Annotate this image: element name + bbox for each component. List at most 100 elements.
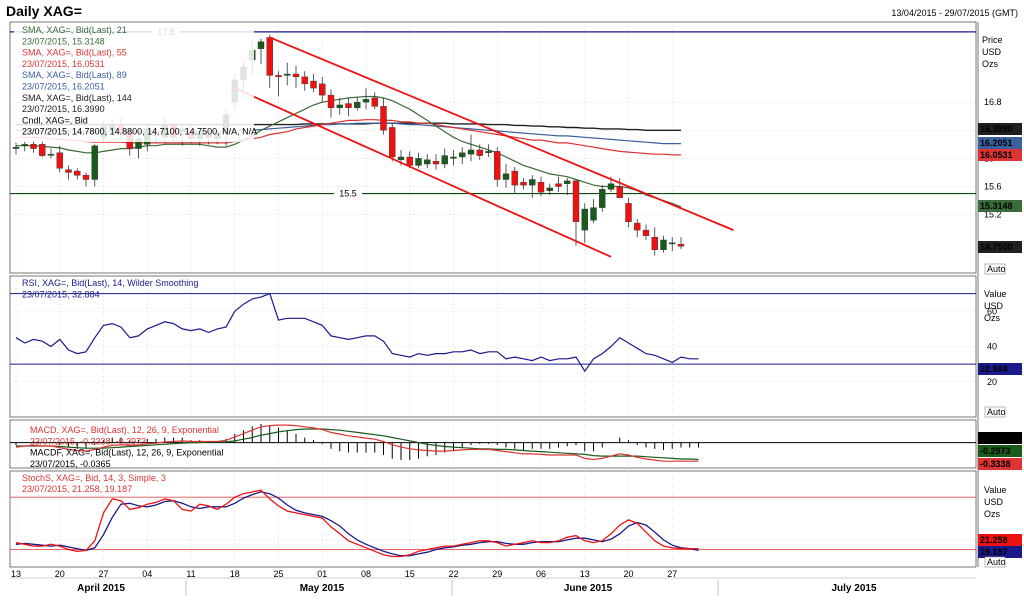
x-tick-label: 29 [492, 569, 502, 579]
candle-body [310, 80, 317, 89]
candle-body [91, 145, 98, 180]
level-label-1: 15.5 [339, 189, 357, 199]
candle-body [520, 182, 527, 186]
price-axis-title: Ozs [982, 59, 999, 69]
stoch-axis-title: Ozs [984, 509, 1001, 519]
rsi-auto-button[interactable] [984, 406, 1006, 418]
x-tick-label: 18 [230, 569, 240, 579]
candle-body [441, 155, 448, 165]
macd-legend-item: MACD, XAG=, Bid(Last), 12, 26, 9, Expone… [30, 425, 219, 435]
x-tick-label: 22 [448, 569, 458, 579]
price-legend-item: 23/07/2015, 15.3148 [22, 36, 105, 46]
price-legend-item: SMA, XAG=, Bid(Last), 55 [22, 48, 127, 58]
candle-body [450, 156, 457, 159]
macd-legend-item: MACDF, XAG=, Bid(Last), 12, 26, 9, Expon… [30, 448, 223, 458]
price-value-tag [978, 149, 1022, 161]
x-tick-label: 06 [536, 569, 546, 579]
stoch-auto-label: Auto [987, 557, 1006, 567]
price-value-tag [978, 241, 1022, 253]
macd-legend-item: 23/07/2015, -0.3338, -0.2973 [30, 436, 146, 446]
price-axis-title: Price [982, 35, 1003, 45]
candle-body [581, 208, 588, 231]
candle-body [555, 183, 562, 187]
candle-body [397, 156, 405, 161]
stoch-axis-title: USD [984, 497, 1004, 507]
stoch-legend-item: StochS, XAG=, Bid, 14, 3, Simple, 3 [22, 473, 166, 483]
x-tick-label: 27 [98, 569, 108, 579]
macd-value-tag-label: -0.0365 [980, 433, 1011, 443]
chart-title: Daily XAG= [6, 3, 82, 19]
price-legend-item: SMA, XAG=, Bid(Last), 89 [22, 70, 127, 80]
candle-body [319, 83, 326, 96]
candle-body [572, 180, 580, 222]
rsi-tick-label: 40 [987, 342, 997, 352]
x-tick-label: 08 [361, 569, 371, 579]
rsi-legend-item: RSI, XAG=, Bid(Last), 14, Wilder Smoothi… [22, 278, 198, 288]
rsi-axis-title: Ozs [984, 313, 1001, 323]
x-month-label: June 2015 [564, 583, 613, 594]
x-tick-label: 25 [273, 569, 283, 579]
candle-body [564, 180, 571, 184]
x-tick-label: 20 [55, 569, 65, 579]
x-tick-label: 27 [667, 569, 677, 579]
stoch-value-tag-label: 19.187 [980, 547, 1008, 557]
price-tick-label: 15.2 [984, 210, 1002, 220]
candle-body [257, 41, 265, 49]
stoch-value-tag-label: 21.258 [980, 535, 1008, 545]
macd-line [15, 424, 699, 462]
candle-body [476, 149, 483, 156]
rsi-tick-label: 60 [987, 306, 997, 316]
stoch-auto-button[interactable] [984, 556, 1006, 568]
candle-body [74, 170, 81, 176]
candle-body [345, 103, 352, 108]
price-value-tag-label: 16.2051 [980, 138, 1013, 148]
x-tick-label: 04 [142, 569, 152, 579]
macd-panel-frame [9, 419, 977, 469]
price-legend-item: Cndl, XAG=, Bid [22, 115, 88, 125]
stoch-axis-title: Value [984, 485, 1006, 495]
stoch-legend-item: 23/07/2015, 21.258, 19.187 [22, 484, 132, 494]
candle-body [301, 76, 308, 85]
price-value-tag-label: 15.3148 [980, 201, 1013, 211]
candle-body [406, 156, 413, 166]
price-panel-frame [9, 21, 977, 274]
chart-layer: 16.816.41615.615.2PriceUSDOzs17.815.5SMA… [9, 21, 1022, 596]
price-auto-button[interactable] [984, 263, 1006, 275]
price-legend-bg [14, 24, 254, 142]
rsi-axis-title: USD [984, 301, 1004, 311]
x-month-label: July 2015 [831, 583, 876, 594]
candle-body [590, 207, 597, 221]
price-value-tag-label: 16.0531 [980, 150, 1013, 160]
rsi-auto-label: Auto [987, 407, 1006, 417]
candle-body [56, 152, 63, 169]
price-tick-label: 16.8 [984, 97, 1002, 107]
candle-body [336, 104, 343, 108]
price-legend-item: SMA, XAG=, Bid(Last), 144 [22, 93, 132, 103]
candle-body [459, 152, 466, 158]
candle-body [467, 149, 475, 155]
price-axis-title: USD [982, 47, 1002, 57]
price-legend-item: 23/07/2015, 16.2051 [22, 82, 105, 92]
candle-body [327, 94, 335, 108]
price-value-tag [978, 200, 1022, 212]
price-tick-label: 15.6 [984, 182, 1002, 192]
candle-body [12, 146, 20, 149]
stoch-value-tag [978, 534, 1022, 546]
candle-body [546, 187, 553, 191]
price-value-tag-label: 14.7500 [980, 242, 1013, 252]
candle-body [537, 182, 545, 193]
stoch-d-line [15, 491, 699, 557]
candle-body [511, 170, 518, 186]
candle-body [266, 37, 273, 76]
candle-body [21, 144, 28, 146]
macd-signal-line [16, 428, 699, 461]
candle-body [39, 144, 46, 156]
candle-body [380, 106, 387, 131]
rsi-line [15, 292, 699, 373]
macd-value-tag-label: -0.3338 [980, 459, 1011, 469]
candle-body [625, 203, 632, 222]
price-legend-item: 23/07/2015, 16.3990 [22, 104, 105, 114]
stoch-panel-frame [9, 470, 977, 568]
level-label-bg-1 [334, 187, 362, 200]
